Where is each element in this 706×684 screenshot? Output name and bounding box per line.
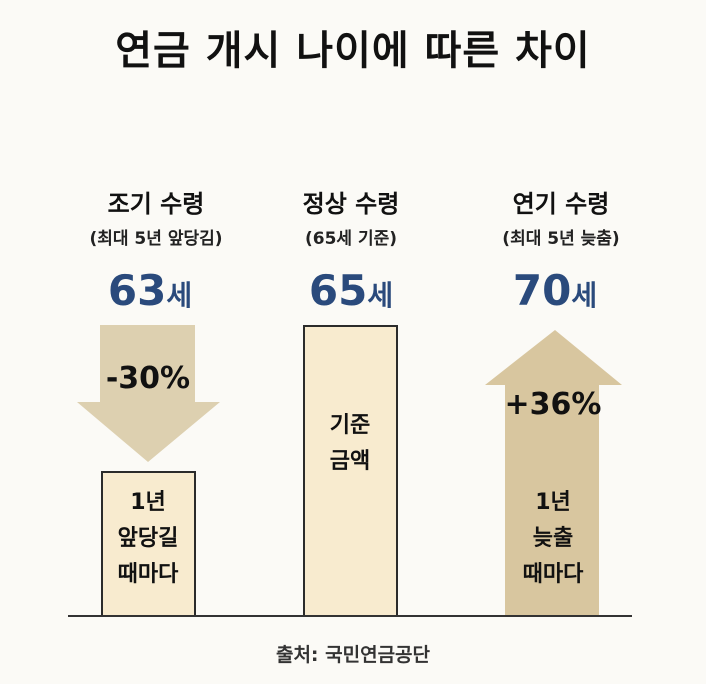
box-label-deferred-3: 때마다	[523, 562, 584, 587]
age-early-unit: 세	[166, 279, 193, 312]
box-label-deferred-2: 늦출	[533, 526, 573, 551]
category-sub-deferred: (최대 5년 늦춤)	[502, 229, 620, 249]
category-label-normal: 정상 수령	[302, 190, 400, 218]
category-sub-early: (최대 5년 앞당김)	[89, 229, 223, 249]
source-note: 출처: 국민연금공단	[275, 644, 431, 666]
page-title: 연금 개시 나이에 따른 차이	[115, 28, 591, 74]
box-label-normal-1: 기준	[330, 413, 370, 438]
box-label-early-2: 앞당길	[118, 526, 179, 551]
category-sub-normal: (65세 기준)	[304, 229, 398, 249]
category-label-deferred: 연기 수령	[512, 190, 610, 218]
box-label-early-1: 1년	[130, 490, 166, 515]
age-normal: 65세	[251, 266, 451, 315]
change-label-early: -30%	[106, 361, 190, 396]
change-label-deferred: +36%	[505, 387, 602, 422]
age-early-value: 63	[107, 266, 167, 315]
age-normal-value: 65	[308, 266, 368, 315]
age-early: 63세	[50, 266, 250, 315]
age-normal-unit: 세	[367, 279, 394, 312]
age-deferred-unit: 세	[571, 279, 598, 312]
category-label-early: 조기 수령	[107, 190, 205, 218]
box-label-deferred-1: 1년	[535, 490, 571, 515]
box-early	[101, 471, 196, 617]
up-arrow-deferred	[485, 330, 622, 616]
age-deferred-value: 70	[512, 266, 572, 315]
box-label-early-3: 때마다	[118, 562, 179, 587]
down-arrow-early	[77, 325, 220, 462]
age-deferred: 70세	[455, 266, 655, 315]
box-label-normal-2: 금액	[330, 449, 370, 474]
